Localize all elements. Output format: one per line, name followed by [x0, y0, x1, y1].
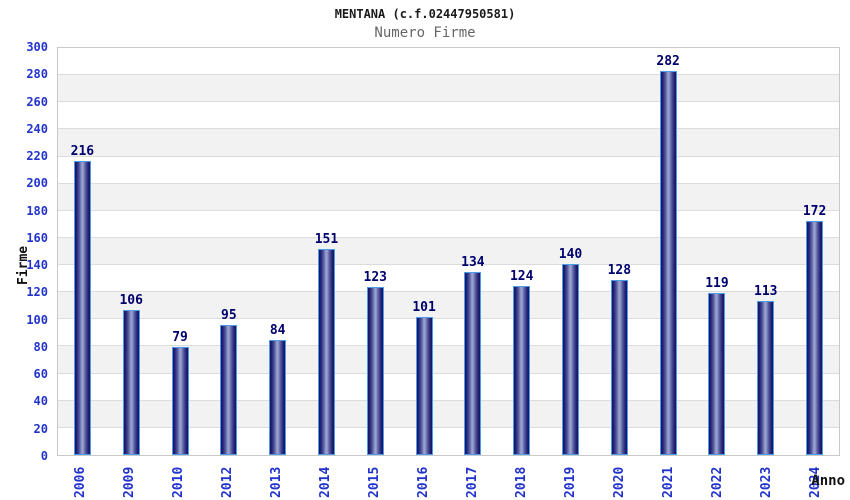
y-tick-label: 20	[33, 421, 48, 436]
grid-band	[58, 129, 839, 157]
x-tick-label-2013: 2013	[269, 466, 285, 498]
chart-subtitle: Numero Firme	[374, 25, 476, 41]
bar-value-label: 113	[754, 283, 778, 299]
bar-value-label: 123	[363, 270, 388, 286]
y-tick-label: 60	[33, 367, 48, 382]
bar-value-label: 124	[509, 268, 534, 284]
bar-2009	[122, 310, 140, 455]
bar-value-label: 84	[269, 323, 286, 339]
grid-band	[58, 265, 839, 293]
bar-2024	[806, 220, 824, 455]
bar-value-label: 128	[607, 263, 632, 279]
y-tick-label: 300	[26, 40, 48, 54]
bar-value-label: 134	[461, 255, 485, 271]
bar-2016	[415, 316, 433, 455]
bar-value-label: 282	[656, 54, 680, 70]
bar-2022	[708, 292, 726, 455]
x-axis-title: Anno	[811, 473, 845, 489]
x-tick-label-2012: 2012	[220, 466, 236, 498]
bar-2006	[73, 160, 91, 455]
y-tick-label: 0	[40, 449, 48, 463]
bar-2017	[464, 272, 482, 455]
x-tick-label-2020: 2020	[611, 466, 627, 498]
y-tick-label: 180	[26, 203, 48, 218]
grid-band	[58, 237, 839, 266]
y-tick-label: 100	[26, 312, 48, 327]
y-tick-label: 200	[26, 176, 48, 191]
bar-2015	[366, 287, 384, 455]
y-tick-label: 120	[26, 285, 48, 300]
x-tick-label-2022: 2022	[709, 466, 725, 498]
y-tick-label: 280	[26, 67, 48, 82]
x-tick-label-2018: 2018	[513, 466, 529, 498]
bar-value-label: 119	[705, 275, 729, 291]
bar-2014	[317, 249, 335, 455]
bar-2023	[757, 300, 775, 455]
bar-2010	[171, 346, 189, 455]
bar-2018	[513, 285, 531, 455]
bar-value-label: 106	[119, 293, 143, 309]
bar-2021	[659, 71, 677, 455]
y-tick-label: 240	[26, 121, 48, 136]
y-tick-label: 80	[33, 339, 48, 354]
bar-value-label: 151	[314, 232, 339, 248]
grid-band	[58, 183, 839, 211]
bar-value-label: 79	[172, 329, 188, 345]
y-tick-label: 260	[26, 94, 48, 109]
bar-2013	[269, 340, 287, 455]
y-tick-label: 140	[26, 258, 48, 273]
bar-value-label: 101	[412, 299, 436, 315]
bar-2012	[220, 325, 238, 455]
x-tick-label-2010: 2010	[171, 466, 187, 498]
bar-value-label: 172	[802, 203, 827, 219]
y-tick-label: 40	[33, 394, 48, 409]
bar-2020	[610, 280, 628, 455]
bar-value-label: 95	[221, 308, 237, 324]
x-tick-label-2017: 2017	[464, 466, 480, 498]
bar-value-label: 140	[558, 247, 583, 263]
x-tick-label-2021: 2021	[660, 466, 676, 498]
bar-2019	[562, 264, 580, 455]
x-tick-label-2009: 2009	[122, 466, 138, 498]
grid-band	[58, 210, 839, 238]
grid-band	[58, 48, 839, 76]
x-tick-label-2019: 2019	[562, 466, 578, 498]
x-tick-label-2023: 2023	[758, 466, 774, 498]
x-tick-label-2006: 2006	[73, 466, 89, 498]
grid-band	[58, 102, 839, 130]
x-tick-label-2014: 2014	[318, 466, 334, 498]
x-tick-label-2016: 2016	[416, 466, 432, 498]
bar-value-label: 216	[70, 143, 95, 159]
plot-area: 216 106 79 95 84 151 123 101 134 124 140 128 282 119 1…	[57, 47, 840, 456]
grid-band	[58, 75, 839, 103]
chart-title: MENTANA (c.f.02447950581)	[334, 7, 516, 21]
grid-band	[58, 156, 839, 184]
x-tick-label-2015: 2015	[367, 466, 383, 498]
bars-layer: 216 106 79 95 84 151 123 101 134 124 140 128 282 119 1…	[58, 48, 839, 455]
y-tick-label: 220	[26, 149, 48, 164]
y-tick-label: 160	[26, 230, 48, 245]
